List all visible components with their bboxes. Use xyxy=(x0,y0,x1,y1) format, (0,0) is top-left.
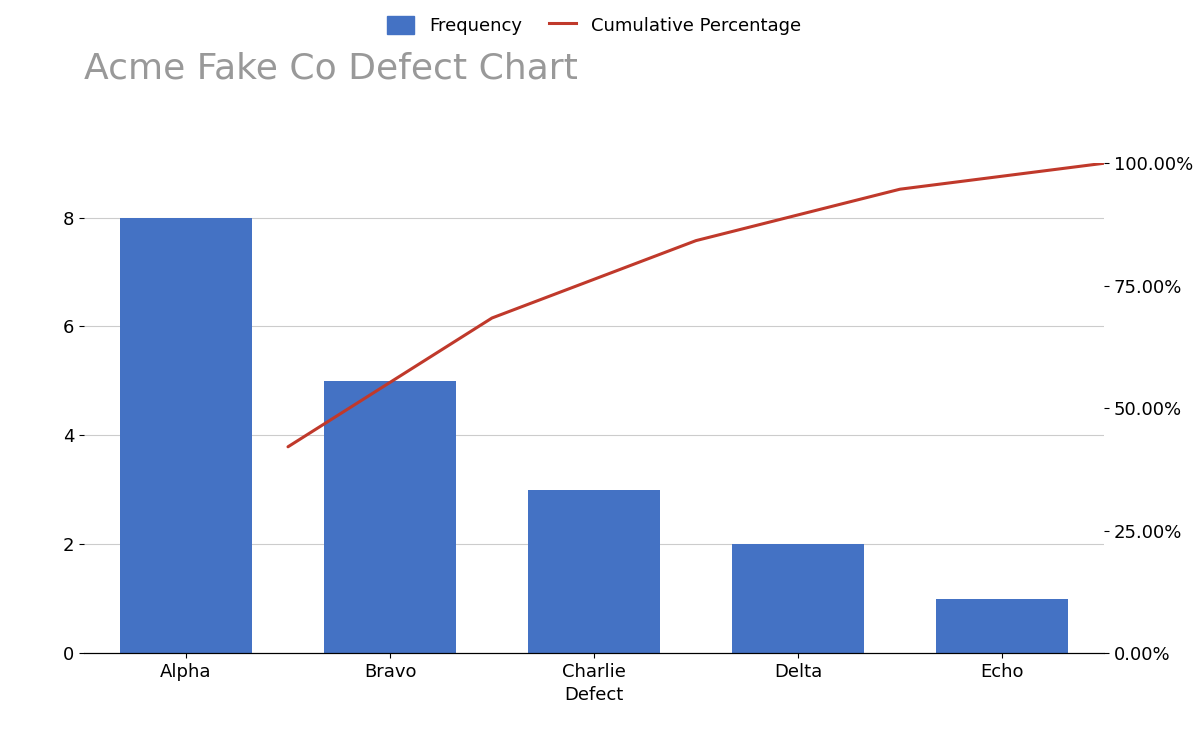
Bar xyxy=(324,381,456,653)
Bar xyxy=(732,544,864,653)
X-axis label: Defect: Defect xyxy=(564,686,624,704)
Text: Acme Fake Co Defect Chart: Acme Fake Co Defect Chart xyxy=(84,52,578,86)
Bar xyxy=(528,490,660,653)
Bar xyxy=(120,217,252,653)
Legend: Frequency, Cumulative Percentage: Frequency, Cumulative Percentage xyxy=(388,16,800,35)
Bar xyxy=(936,599,1068,653)
